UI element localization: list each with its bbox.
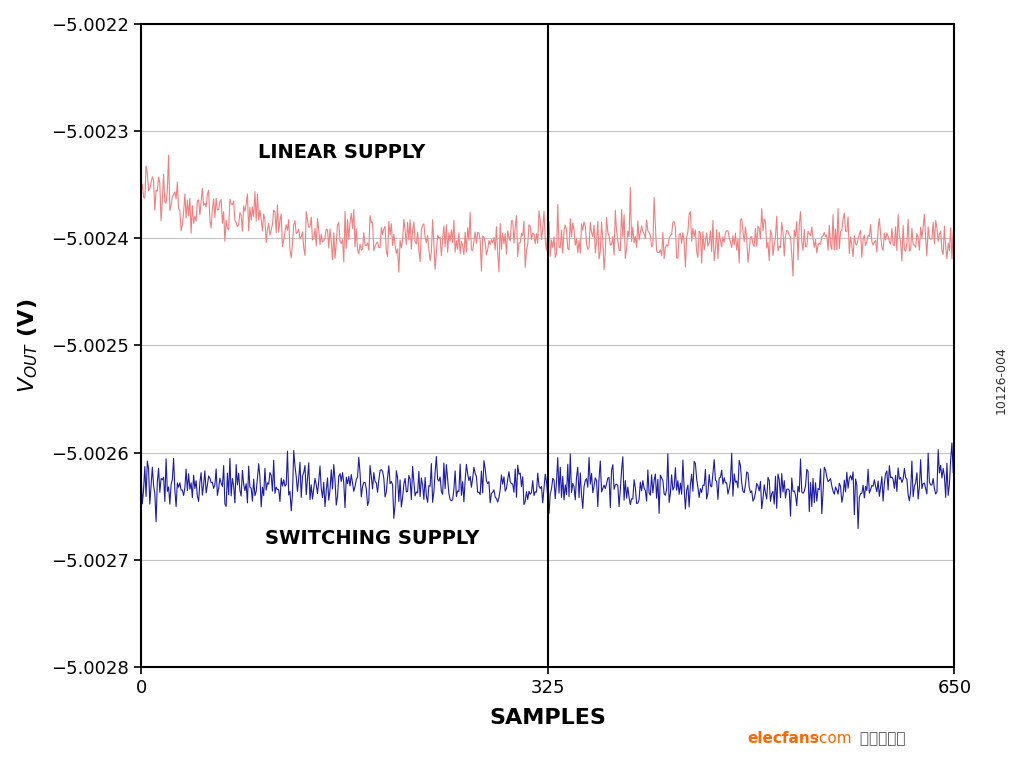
Text: LINEAR SUPPLY: LINEAR SUPPLY bbox=[258, 143, 425, 162]
Y-axis label: $V_{OUT}$ (V): $V_{OUT}$ (V) bbox=[16, 298, 40, 393]
Text: 电子发烧友: 电子发烧友 bbox=[855, 731, 905, 746]
Text: 10126-004: 10126-004 bbox=[995, 346, 1008, 414]
Text: SWITCHING SUPPLY: SWITCHING SUPPLY bbox=[265, 529, 480, 548]
Text: ·com: ·com bbox=[814, 731, 852, 746]
Text: elecfans: elecfans bbox=[748, 731, 819, 746]
X-axis label: SAMPLES: SAMPLES bbox=[489, 708, 606, 728]
